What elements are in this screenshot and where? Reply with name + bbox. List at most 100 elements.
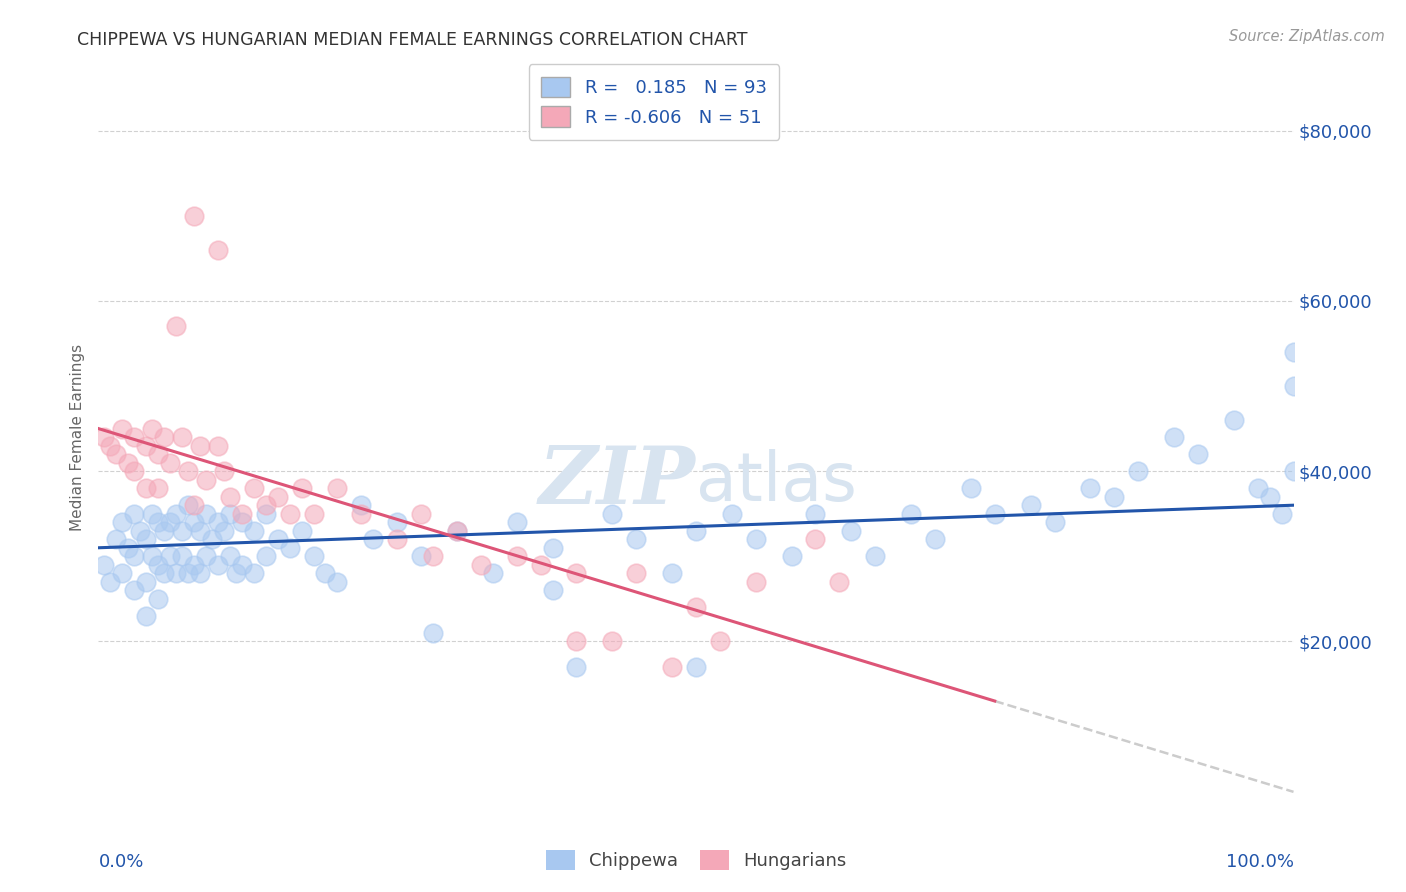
Point bbox=[231, 507, 253, 521]
Point bbox=[153, 566, 176, 581]
Text: Source: ZipAtlas.com: Source: ZipAtlas.com bbox=[1229, 29, 1385, 44]
Point bbox=[315, 566, 337, 581]
Point bbox=[326, 481, 349, 495]
Point bbox=[231, 515, 253, 529]
Point bbox=[165, 319, 187, 334]
Point bbox=[183, 498, 205, 512]
Point bbox=[124, 549, 146, 564]
Point bbox=[446, 524, 468, 538]
Legend: Chippewa, Hungarians: Chippewa, Hungarians bbox=[538, 842, 853, 878]
Point bbox=[363, 533, 385, 547]
Point bbox=[1080, 481, 1102, 495]
Point bbox=[254, 498, 277, 512]
Point bbox=[446, 524, 468, 538]
Point bbox=[1271, 507, 1294, 521]
Point bbox=[243, 524, 266, 538]
Point bbox=[183, 209, 205, 223]
Point bbox=[117, 541, 139, 555]
Point bbox=[243, 481, 266, 495]
Point bbox=[267, 490, 290, 504]
Point bbox=[172, 524, 194, 538]
Point bbox=[207, 515, 229, 529]
Point bbox=[188, 566, 211, 581]
Point bbox=[159, 515, 181, 529]
Point bbox=[135, 574, 157, 589]
Point bbox=[172, 430, 194, 444]
Point bbox=[219, 549, 242, 564]
Point bbox=[291, 481, 314, 495]
Point bbox=[219, 507, 242, 521]
Point bbox=[243, 566, 266, 581]
Point bbox=[960, 481, 983, 495]
Text: 100.0%: 100.0% bbox=[1226, 853, 1294, 871]
Point bbox=[135, 481, 157, 495]
Point bbox=[111, 421, 134, 435]
Point bbox=[195, 507, 218, 521]
Point bbox=[541, 583, 564, 598]
Point bbox=[148, 481, 170, 495]
Point bbox=[124, 430, 146, 444]
Point bbox=[804, 507, 827, 521]
Point bbox=[470, 558, 492, 572]
Point bbox=[685, 660, 707, 674]
Point bbox=[177, 464, 200, 478]
Point bbox=[1187, 447, 1209, 461]
Point bbox=[721, 507, 744, 521]
Point bbox=[148, 447, 170, 461]
Point bbox=[153, 524, 176, 538]
Point bbox=[141, 507, 163, 521]
Point bbox=[506, 549, 529, 564]
Point bbox=[1019, 498, 1042, 512]
Text: CHIPPEWA VS HUNGARIAN MEDIAN FEMALE EARNINGS CORRELATION CHART: CHIPPEWA VS HUNGARIAN MEDIAN FEMALE EARN… bbox=[77, 31, 748, 49]
Point bbox=[153, 430, 176, 444]
Point bbox=[411, 549, 433, 564]
Point bbox=[148, 558, 170, 572]
Point bbox=[225, 566, 247, 581]
Point bbox=[105, 447, 128, 461]
Point bbox=[165, 566, 187, 581]
Point bbox=[111, 515, 134, 529]
Point bbox=[385, 533, 409, 547]
Point bbox=[1282, 345, 1305, 359]
Point bbox=[745, 533, 768, 547]
Point bbox=[207, 439, 229, 453]
Point bbox=[1043, 515, 1066, 529]
Point bbox=[745, 574, 768, 589]
Point bbox=[565, 634, 588, 648]
Point bbox=[93, 558, 115, 572]
Point bbox=[506, 515, 529, 529]
Point bbox=[231, 558, 253, 572]
Point bbox=[350, 507, 373, 521]
Point bbox=[900, 507, 922, 521]
Point bbox=[828, 574, 851, 589]
Point bbox=[98, 574, 122, 589]
Point bbox=[1247, 481, 1270, 495]
Point bbox=[135, 608, 157, 623]
Text: 0.0%: 0.0% bbox=[98, 853, 143, 871]
Point bbox=[1128, 464, 1150, 478]
Point bbox=[422, 626, 444, 640]
Point bbox=[924, 533, 946, 547]
Point bbox=[105, 533, 128, 547]
Point bbox=[141, 421, 163, 435]
Point bbox=[207, 243, 229, 257]
Point bbox=[195, 473, 218, 487]
Point bbox=[212, 524, 235, 538]
Point bbox=[1163, 430, 1185, 444]
Point bbox=[411, 507, 433, 521]
Y-axis label: Median Female Earnings: Median Female Earnings bbox=[69, 343, 84, 531]
Point bbox=[661, 566, 683, 581]
Point bbox=[565, 566, 588, 581]
Point bbox=[530, 558, 553, 572]
Point bbox=[1223, 413, 1246, 427]
Point bbox=[159, 549, 181, 564]
Point bbox=[267, 533, 290, 547]
Point bbox=[565, 660, 588, 674]
Point bbox=[291, 524, 314, 538]
Point bbox=[124, 583, 146, 598]
Point bbox=[195, 549, 218, 564]
Point bbox=[111, 566, 134, 581]
Point bbox=[177, 566, 200, 581]
Point bbox=[219, 490, 242, 504]
Point bbox=[124, 464, 146, 478]
